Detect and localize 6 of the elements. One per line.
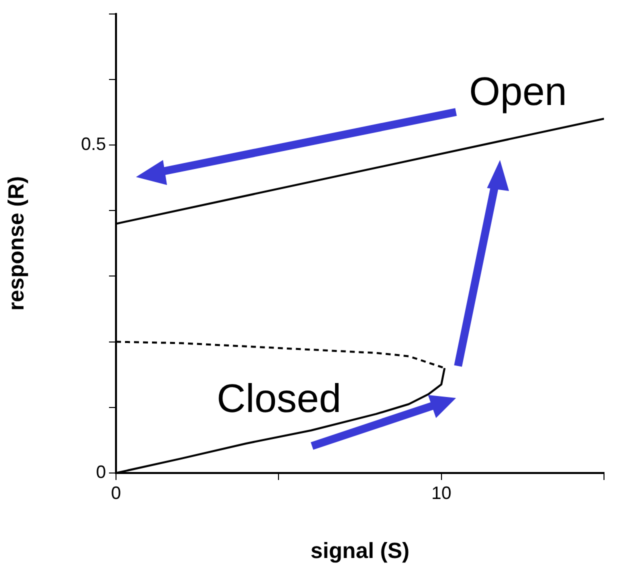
y-tick-label: 0.5	[80, 134, 106, 154]
y-axis-title: response (R)	[3, 176, 28, 311]
x-tick-label: 10	[431, 482, 452, 503]
annotation: Closed	[216, 377, 342, 422]
annotation: Open	[469, 70, 567, 114]
x-axis-title: signal (S)	[310, 538, 410, 563]
